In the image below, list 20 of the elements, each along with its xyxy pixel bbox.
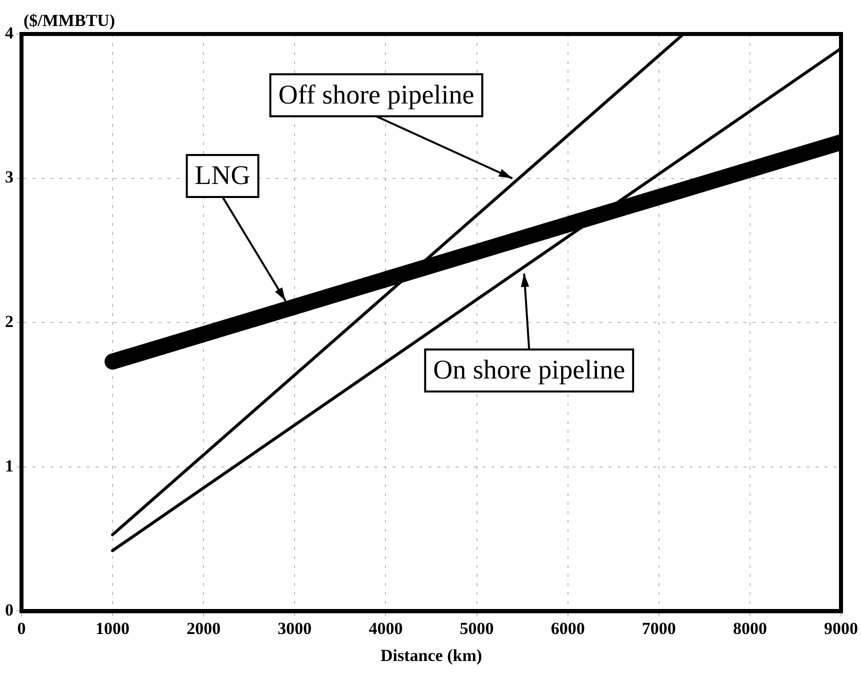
x-tick-label: 7000 [642,618,676,638]
x-tick-label: 9000 [824,618,858,638]
x-tick-label: 5000 [460,618,494,638]
annotation: Off shore pipeline [278,79,474,110]
x-tick-label: 0 [17,618,26,638]
x-axis-title: Distance (km) [380,646,482,666]
x-tick-label: 8000 [732,618,767,638]
x-tick-label: 6000 [550,618,585,638]
x-tick-label: 4000 [368,618,403,638]
x-tick-label: 1000 [96,618,130,638]
y-tick-label: 2 [5,312,14,331]
y-tick-label: 4 [5,23,14,42]
y-tick-label: 0 [5,600,14,620]
annotation: On shore pipeline [433,354,626,385]
y-tick-label: 3 [5,168,14,187]
x-tick-label: 2000 [186,618,221,638]
annotation: LNG [194,160,250,190]
x-tick-label: 3000 [278,618,312,638]
y-axis-title: ($/MMBTU) [24,10,116,30]
y-tick-label: 1 [5,456,14,476]
